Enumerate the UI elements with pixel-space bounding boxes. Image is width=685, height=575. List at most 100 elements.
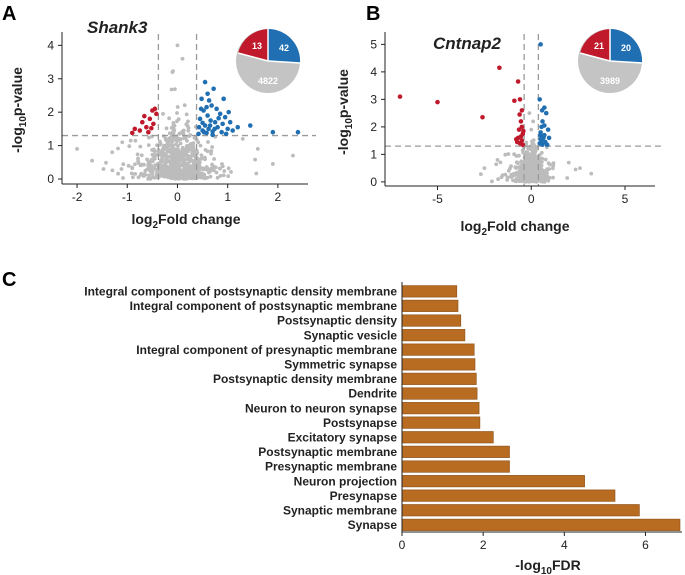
y-tick-label: 2 (47, 105, 54, 119)
x-axis-label-b: log2Fold change (460, 218, 569, 238)
ns-point (104, 160, 108, 165)
ns-point (175, 111, 179, 115)
ns-point (142, 162, 146, 167)
up-regulated-point (197, 116, 203, 122)
down-regulated-point (518, 134, 524, 139)
category-label: Postsynaptic density (277, 314, 397, 328)
bar (401, 329, 466, 342)
ns-point (206, 140, 210, 144)
ns-point (145, 157, 150, 162)
ns-point (533, 178, 538, 183)
ns-point (510, 173, 515, 177)
ns-point (169, 147, 174, 152)
ns-point (573, 167, 578, 172)
ns-point (184, 147, 189, 151)
ns-point (116, 146, 120, 151)
down-regulated-point (137, 128, 143, 133)
ns-point (513, 173, 518, 177)
ns-point (182, 162, 186, 167)
bar (401, 475, 585, 488)
ns-point (209, 149, 214, 153)
down-regulated-point (435, 99, 440, 105)
ns-point (528, 147, 532, 152)
ns-point (160, 155, 165, 159)
significant-points-b (397, 42, 552, 148)
ns-point (543, 157, 548, 162)
x-axis-label-a: log2Fold change (131, 211, 240, 231)
bar (401, 299, 459, 312)
ns-point (164, 126, 169, 131)
bar (401, 343, 475, 356)
ns-point (146, 143, 151, 148)
ns-point (194, 149, 199, 153)
ns-point (191, 144, 196, 149)
ns-point (221, 173, 226, 178)
ns-point (182, 103, 187, 108)
nonsignificant-points-a (75, 43, 295, 181)
ns-point (151, 166, 156, 171)
down-regulated-point (512, 98, 517, 104)
ns-point (165, 149, 170, 154)
ns-point (133, 162, 137, 167)
ns-point (178, 131, 183, 136)
ns-point (531, 119, 536, 124)
y-tick-label: 0 (47, 172, 54, 186)
ns-point (218, 166, 222, 171)
ns-point (516, 161, 520, 166)
x-tick-label: 2 (275, 190, 282, 204)
ns-point (539, 167, 544, 172)
bar (401, 489, 616, 502)
ns-point (519, 171, 524, 176)
ns-point (532, 142, 536, 147)
y-tick-label: 2 (370, 120, 377, 134)
chart-title-shank3: Shank3 (87, 18, 148, 37)
down-regulated-point (517, 97, 523, 102)
ns-point (540, 156, 545, 161)
ns-point (186, 143, 190, 148)
ns-point (210, 162, 215, 167)
category-label: Synapse (348, 518, 398, 532)
ns-point (178, 153, 183, 158)
ns-point (191, 153, 196, 158)
ns-point (169, 87, 174, 92)
y-tick-label: 3 (47, 72, 54, 86)
ns-point (174, 142, 179, 147)
pie-down-slice-b (580, 29, 610, 61)
x-tick-label: 1 (224, 190, 231, 204)
ns-point (165, 141, 170, 146)
ns-point (503, 152, 508, 157)
category-label: Synaptic vesicle (304, 328, 398, 342)
ns-point (90, 158, 95, 163)
y-axis-label-b-pre: -log (335, 129, 351, 155)
pie-divider-a-3 (237, 52, 269, 62)
ns-point (200, 172, 205, 176)
up-regulated-point (217, 111, 223, 117)
ns-point (194, 169, 199, 174)
ns-point (207, 170, 211, 175)
up-regulated-point (204, 104, 209, 110)
ns-point (190, 176, 195, 181)
x-ticks-c: 0 2 4 6 (399, 532, 649, 552)
bar (401, 314, 462, 327)
ns-point (215, 175, 220, 180)
ns-point (205, 175, 210, 180)
x-axis-label-c: -log10FDR (515, 557, 581, 575)
category-label: Neuron projection (294, 474, 397, 488)
ns-point (158, 139, 162, 144)
bar (401, 358, 476, 371)
up-regulated-point (295, 129, 301, 135)
category-label: Synaptic membrane (283, 504, 397, 518)
pie-down-slice-a (238, 29, 268, 61)
down-regulated-point (149, 125, 154, 131)
ns-point (110, 150, 115, 155)
y-axis-label-a-pre: -log (9, 127, 25, 153)
ns-point (540, 177, 545, 182)
up-regulated-point (540, 119, 545, 124)
ns-point (530, 153, 534, 157)
ns-point (159, 158, 163, 162)
category-label: Dendrite (348, 387, 397, 401)
x-tick-label: -5 (432, 192, 443, 206)
pie-ns-count-a: 4822 (258, 76, 278, 86)
